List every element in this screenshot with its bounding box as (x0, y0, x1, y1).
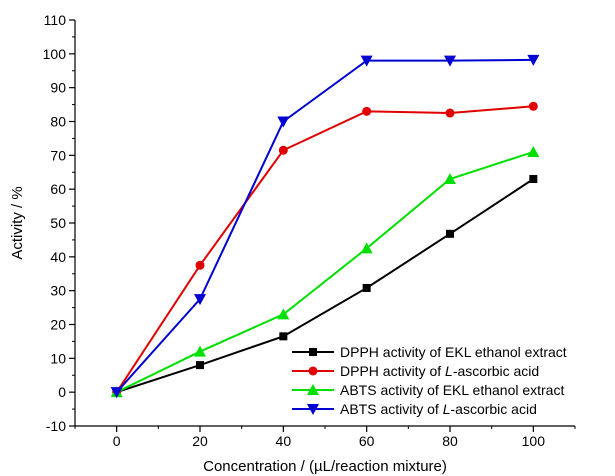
legend-label-part: DPPH activity of (340, 363, 445, 379)
data-point (527, 54, 540, 66)
legend-label: ABTS activity of EKL ethanol extract (340, 382, 564, 398)
data-point (362, 106, 372, 116)
legend-item: DPPH activity of EKL ethanol extract (292, 344, 567, 360)
y-tick-label: 90 (50, 80, 66, 96)
data-point (446, 229, 454, 238)
x-tick-label: 80 (442, 433, 458, 449)
data-point (278, 145, 288, 155)
y-tick-label: 0 (58, 384, 66, 400)
data-point (277, 308, 290, 320)
legend-marker (307, 384, 319, 395)
legend-label: DPPH activity of EKL ethanol extract (340, 344, 567, 360)
data-point (445, 108, 455, 118)
legend-label-part: ABTS activity of EKL ethanol extract (340, 382, 564, 398)
series-4 (110, 54, 540, 399)
y-tick-label: 70 (50, 147, 66, 163)
x-axis-title: Concentration / (µL/reaction mixture) (203, 458, 447, 475)
data-point (194, 294, 206, 306)
y-ticks: -10 0 10 20 30 40 50 60 70 80 90 100 110 (43, 12, 75, 434)
legend: DPPH activity of EKL ethanol extract DPPH… (292, 344, 567, 417)
plot-series (110, 54, 540, 399)
x-tick-label: 0 (113, 433, 121, 449)
legend-item: DPPH activity of L-ascorbic acid (292, 363, 539, 379)
series-line (116, 150, 534, 394)
y-tick-label: 100 (43, 46, 67, 62)
series-3 (110, 145, 540, 398)
data-point (362, 283, 371, 292)
data-point (195, 260, 205, 270)
x-tick-label: 40 (276, 433, 292, 449)
data-point (110, 387, 123, 399)
legend-marker (307, 404, 319, 415)
series-line (115, 105, 534, 393)
y-tick-label: 80 (50, 114, 66, 130)
y-tick-label: 110 (44, 12, 67, 28)
data-point (277, 116, 290, 128)
legend-label: ABTS activity of L-ascorbic acid (340, 401, 537, 417)
y-tick-label: 50 (50, 215, 66, 231)
data-point (444, 173, 456, 185)
y-tick-label: -10 (46, 418, 66, 434)
x-ticks: 0 20 40 60 80 100 (74, 426, 576, 449)
data-point (279, 332, 288, 341)
legend-label: DPPH activity of L-ascorbic acid (340, 363, 539, 379)
data-point (529, 175, 538, 184)
legend-label-part: -ascorbic acid (453, 363, 539, 379)
y-tick-label: 60 (50, 181, 66, 197)
x-tick-label: 100 (522, 433, 546, 449)
x-tick-label: 20 (192, 433, 208, 449)
y-tick-label: 10 (50, 350, 66, 366)
legend-label-part: DPPH activity of EKL ethanol extract (340, 344, 567, 360)
data-point (196, 361, 204, 370)
legend-label-part: -ascorbic acid (451, 401, 537, 417)
data-point (360, 55, 373, 67)
legend-label-part: L (445, 363, 453, 379)
legend-item: ABTS activity of EKL ethanol extract (292, 382, 564, 398)
legend-item: ABTS activity of L-ascorbic acid (292, 401, 537, 417)
legend-marker (308, 366, 318, 376)
data-point (527, 145, 540, 157)
y-tick-label: 30 (50, 283, 66, 299)
data-point (360, 242, 373, 254)
y-tick-label: 20 (50, 317, 66, 333)
x-tick-label: 60 (359, 433, 375, 449)
legend-marker (309, 348, 317, 356)
y-tick-label: 40 (50, 249, 66, 265)
legend-label-part: L (443, 401, 451, 417)
y-axis-title: Activity / % (9, 186, 26, 259)
data-point (194, 345, 206, 357)
legend-label-part: ABTS activity of (340, 401, 443, 417)
series-line (115, 58, 534, 393)
data-point (528, 101, 538, 111)
series-line (116, 178, 534, 394)
data-point (444, 55, 456, 67)
